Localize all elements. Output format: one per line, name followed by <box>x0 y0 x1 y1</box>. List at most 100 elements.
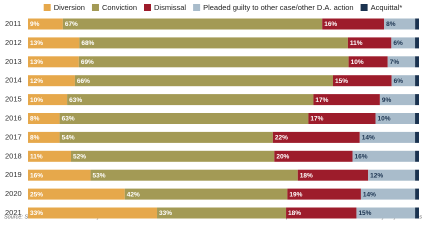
bar-segment <box>28 37 80 49</box>
y-tick-label: 2017 <box>5 132 22 141</box>
y-tick-label: 2011 <box>5 19 21 28</box>
bar-segment <box>415 18 419 30</box>
bar-segment <box>384 18 416 30</box>
value-label: 25% <box>30 191 43 198</box>
bar-segment <box>274 150 353 162</box>
bar-segment <box>415 37 419 49</box>
value-label: 12% <box>370 172 383 179</box>
y-tick-label: 2016 <box>5 113 22 122</box>
value-label: 53% <box>93 172 106 179</box>
value-label: 20% <box>276 154 289 161</box>
bar-segment <box>124 188 288 200</box>
y-tick-label: 2020 <box>5 189 22 198</box>
bar-segment <box>313 94 380 106</box>
bar-segment <box>415 169 419 181</box>
bar-segment <box>28 113 60 124</box>
bar-segment <box>347 37 392 49</box>
value-label: 42% <box>127 191 140 198</box>
bar-segment <box>415 188 419 200</box>
bar-segment <box>90 169 298 181</box>
bar-segment <box>415 207 419 219</box>
legend-swatch <box>193 4 201 11</box>
bar-segment <box>272 131 360 143</box>
legend-label: Diversion <box>54 3 85 12</box>
value-label: 14% <box>363 191 376 198</box>
value-label: 68% <box>81 40 94 47</box>
bar-segment <box>387 56 416 68</box>
value-label: 8% <box>30 116 40 123</box>
bar-segment <box>415 75 419 87</box>
value-label: 7% <box>390 59 400 66</box>
bar-segment <box>59 131 273 143</box>
y-tick-label: 2015 <box>5 95 22 104</box>
value-label: 19% <box>289 191 302 198</box>
bar-segment <box>157 207 287 219</box>
bar-segment <box>78 56 349 68</box>
bar-segment <box>79 37 348 49</box>
bar-segment <box>28 56 79 68</box>
value-label: 16% <box>355 154 368 161</box>
bar-segment <box>28 94 68 106</box>
value-label: 12% <box>30 78 43 85</box>
value-label: 69% <box>81 59 94 66</box>
y-tick-label: 2014 <box>5 76 22 85</box>
bar-segment <box>348 56 388 68</box>
value-label: 8% <box>30 135 40 142</box>
value-label: 14% <box>362 135 375 142</box>
bar-segment <box>308 113 376 124</box>
value-label: 10% <box>378 116 391 123</box>
bar-segment <box>415 94 419 106</box>
value-label: 18% <box>300 172 313 179</box>
bar-segment <box>71 150 275 162</box>
bar-segment <box>359 131 416 143</box>
legend-swatch <box>360 4 368 11</box>
value-label: 13% <box>30 40 43 47</box>
value-label: 66% <box>77 78 90 85</box>
value-label: 6% <box>394 78 404 85</box>
value-label: 8% <box>386 21 396 28</box>
legend-label: Pleaded guilty to other case/other D.A. … <box>203 3 354 12</box>
bar-segment <box>28 150 72 162</box>
value-label: 15% <box>358 210 371 217</box>
bar-segment <box>62 18 323 30</box>
bar-segment <box>59 113 309 124</box>
y-tick-label: 2013 <box>5 57 22 66</box>
value-label: 6% <box>393 40 403 47</box>
value-label: 33% <box>159 210 172 217</box>
bar-segment <box>322 18 385 30</box>
bar-segment <box>287 188 361 200</box>
value-label: 9% <box>30 21 40 28</box>
bar-segment <box>415 56 419 68</box>
bar-segment <box>352 150 416 162</box>
value-label: 9% <box>382 97 392 104</box>
bar-segment <box>28 18 63 30</box>
bar-segment <box>28 75 75 87</box>
bar-segment <box>375 113 416 124</box>
bar-segment <box>332 75 392 87</box>
legend-swatch <box>43 4 51 11</box>
value-label: 15% <box>335 78 348 85</box>
value-label: 16% <box>30 172 43 179</box>
bar-segment <box>356 207 416 219</box>
bar-segment <box>415 113 419 124</box>
legend-label: Acquittal* <box>371 3 403 12</box>
bar-segment <box>415 150 419 162</box>
value-label: 67% <box>65 21 78 28</box>
bar-segment <box>379 94 416 106</box>
bar-segment <box>391 37 416 49</box>
bar-segment <box>360 188 416 200</box>
value-label: 18% <box>288 210 301 217</box>
bar-segment <box>297 169 369 181</box>
value-label: 17% <box>315 97 328 104</box>
y-tick-label: 2019 <box>5 170 22 179</box>
chart: Source: San Francisco District Attorney'… <box>4 3 422 220</box>
bar-segment <box>74 75 333 87</box>
legend-swatch <box>91 4 99 11</box>
legend-label: Dismissal <box>154 3 186 12</box>
value-label: 22% <box>275 135 288 142</box>
y-tick-label: 2018 <box>5 151 22 160</box>
bar-segment <box>28 131 60 143</box>
value-label: 13% <box>30 59 43 66</box>
bar-segment <box>368 169 416 181</box>
value-label: 63% <box>69 97 82 104</box>
